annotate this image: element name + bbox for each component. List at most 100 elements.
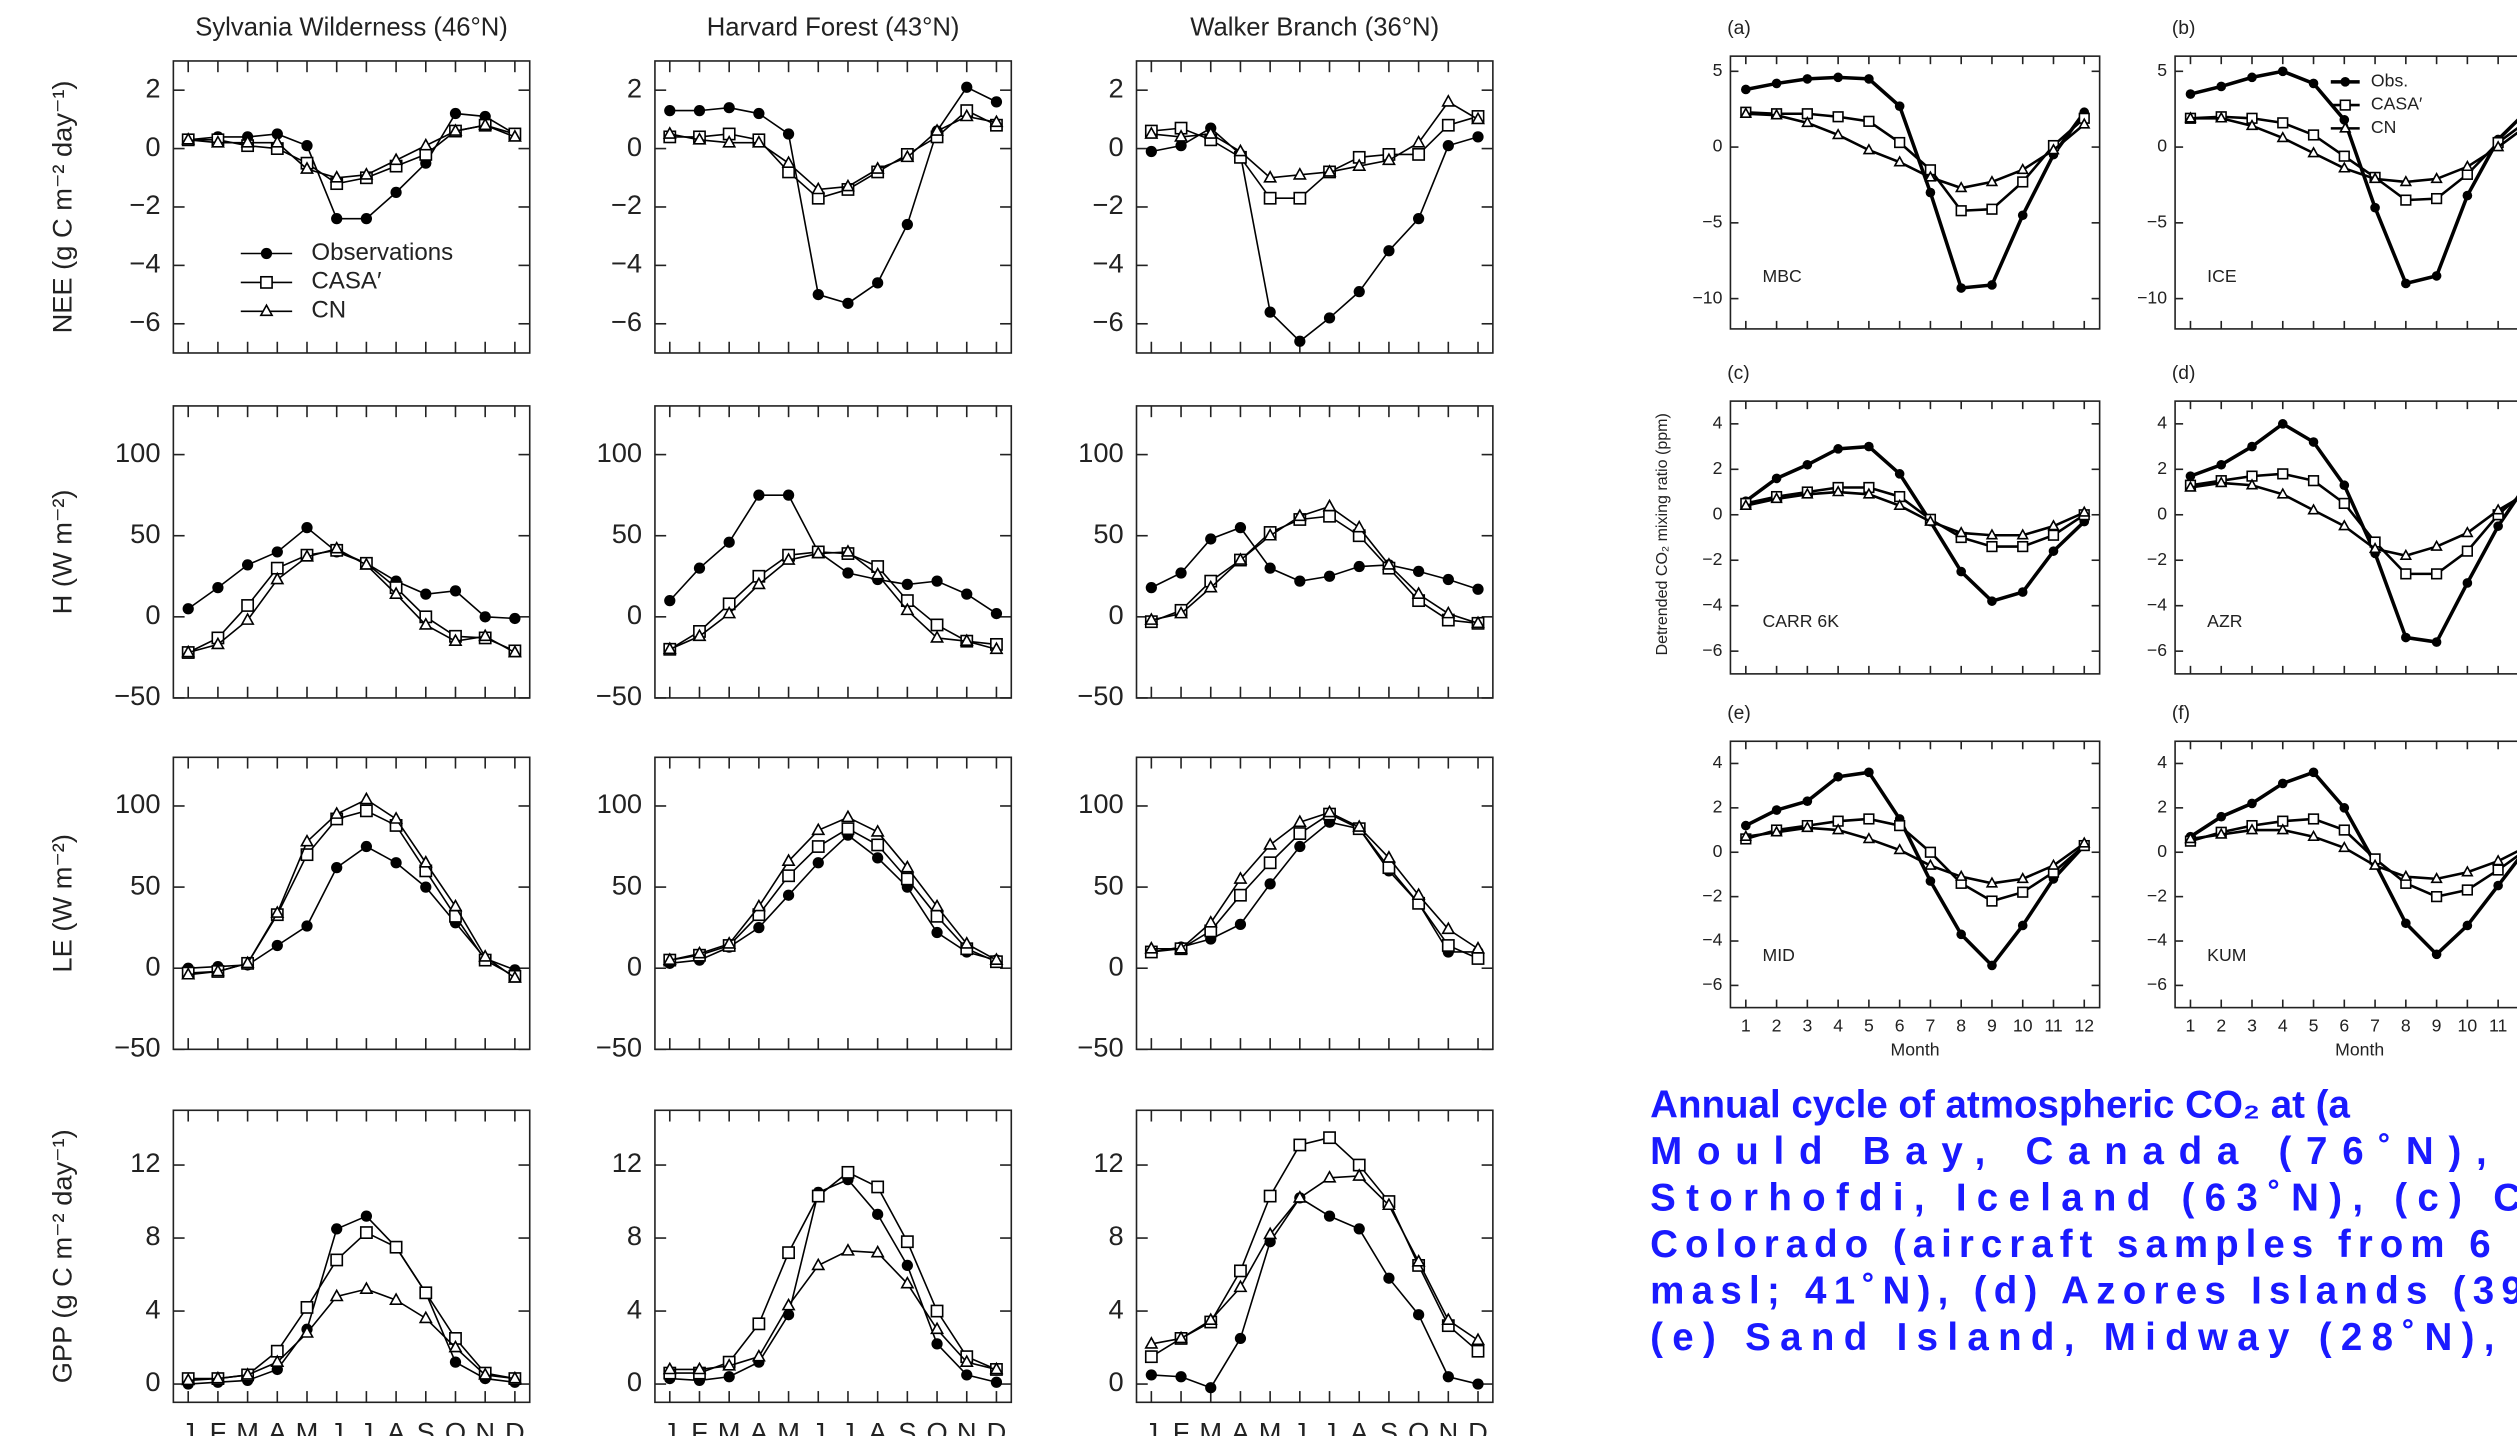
marker xyxy=(359,791,374,805)
caption-line: Annual cycle of atmospheric CO₂ at (a xyxy=(1650,1083,2350,1126)
y-tick-label: 0 xyxy=(1713,841,1723,861)
column-title: Sylvania Wilderness (46°N) xyxy=(195,14,508,42)
marker xyxy=(329,1288,344,1302)
marker xyxy=(1352,519,1367,533)
x-tick-label: O xyxy=(926,1417,947,1436)
marker xyxy=(1802,459,1813,470)
y-tick-label: 5 xyxy=(1713,60,1723,80)
marker xyxy=(210,1370,225,1384)
x-tick-label: A xyxy=(869,1417,888,1436)
marker xyxy=(1864,441,1874,452)
y-tick-label: −50 xyxy=(596,680,642,711)
marker xyxy=(210,135,225,148)
marker xyxy=(301,920,313,932)
marker xyxy=(872,1208,884,1220)
marker xyxy=(1986,895,1998,907)
marker xyxy=(2491,140,2505,152)
x-tick-label: 5 xyxy=(2309,1016,2319,1036)
x-tick-label: A xyxy=(750,1417,769,1436)
marker xyxy=(2462,578,2473,588)
marker xyxy=(722,605,737,619)
y-tick-label: −6 xyxy=(129,306,160,337)
marker xyxy=(1294,335,1306,347)
marker xyxy=(2399,869,2413,881)
marker xyxy=(1863,115,1875,127)
x-axis-label: Month xyxy=(1891,1040,1940,1060)
marker xyxy=(961,588,973,600)
y-tick-label: 5 xyxy=(2157,60,2167,80)
marker xyxy=(2431,949,2442,960)
marker xyxy=(781,155,796,169)
marker xyxy=(1353,560,1365,573)
marker xyxy=(1985,175,1999,187)
marker xyxy=(989,114,1004,128)
marker xyxy=(2431,637,2442,647)
x-tick-label: A xyxy=(1350,1417,1369,1436)
marker xyxy=(329,170,344,183)
plot-frame xyxy=(172,756,531,1051)
column-title: Harvard Forest (43°N) xyxy=(707,14,960,42)
marker xyxy=(2215,111,2228,123)
marker xyxy=(329,806,344,819)
marker xyxy=(870,1244,885,1258)
marker xyxy=(389,1240,403,1254)
marker xyxy=(1741,820,1751,831)
x-tick-label: M xyxy=(777,1417,800,1436)
marker xyxy=(1985,528,1999,540)
marker xyxy=(781,1297,796,1311)
x-tick-label: 1 xyxy=(2186,1016,2196,1036)
marker xyxy=(751,135,766,148)
x-tick-label: N xyxy=(957,1417,977,1436)
marker xyxy=(1801,820,1814,833)
marker xyxy=(2308,767,2319,778)
series-line xyxy=(2190,481,2517,558)
marker xyxy=(1924,846,1937,858)
x-tick-label: 7 xyxy=(1926,1016,1936,1036)
marker xyxy=(1741,84,1751,95)
marker xyxy=(1203,579,1218,593)
plot-frame xyxy=(1135,405,1494,699)
marker xyxy=(2461,526,2474,538)
y-tick-label: −50 xyxy=(1077,680,1123,711)
y-tick-label: 8 xyxy=(627,1220,642,1251)
marker xyxy=(1956,929,1967,940)
series-line xyxy=(1745,826,2086,885)
x-tick-label: 2 xyxy=(2216,1016,2226,1036)
marker xyxy=(1893,843,1906,855)
marker xyxy=(811,822,826,836)
marker xyxy=(812,288,824,301)
marker xyxy=(478,117,493,131)
marker xyxy=(1352,1168,1367,1181)
x-tick-label: S xyxy=(417,1417,435,1436)
marker xyxy=(210,963,225,977)
marker xyxy=(2277,468,2289,480)
marker xyxy=(1144,612,1159,625)
marker xyxy=(872,852,884,864)
marker xyxy=(1263,191,1277,205)
y-tick-label: 4 xyxy=(1713,752,1723,772)
marker xyxy=(1233,871,1248,884)
x-tick-label: J xyxy=(1323,1417,1337,1436)
marker xyxy=(300,549,314,562)
marker xyxy=(1323,1210,1336,1222)
marker xyxy=(1145,145,1157,158)
marker xyxy=(331,213,343,225)
marker xyxy=(449,585,462,597)
marker xyxy=(2215,827,2228,839)
marker xyxy=(240,1367,255,1380)
y-tick-label: −2 xyxy=(129,189,160,220)
marker xyxy=(900,149,915,163)
marker xyxy=(1987,596,1997,606)
marker xyxy=(1174,605,1189,619)
marker xyxy=(1441,605,1456,619)
x-tick-label: D xyxy=(1468,1417,1488,1436)
y-tick-label: 0 xyxy=(627,950,642,981)
marker xyxy=(1293,191,1307,205)
marker xyxy=(2400,194,2412,206)
y-tick-label: 8 xyxy=(1108,1220,1123,1251)
y-tick-label: 50 xyxy=(130,869,160,900)
legend-label: CASA′ xyxy=(2371,94,2422,114)
marker xyxy=(1833,771,1843,782)
